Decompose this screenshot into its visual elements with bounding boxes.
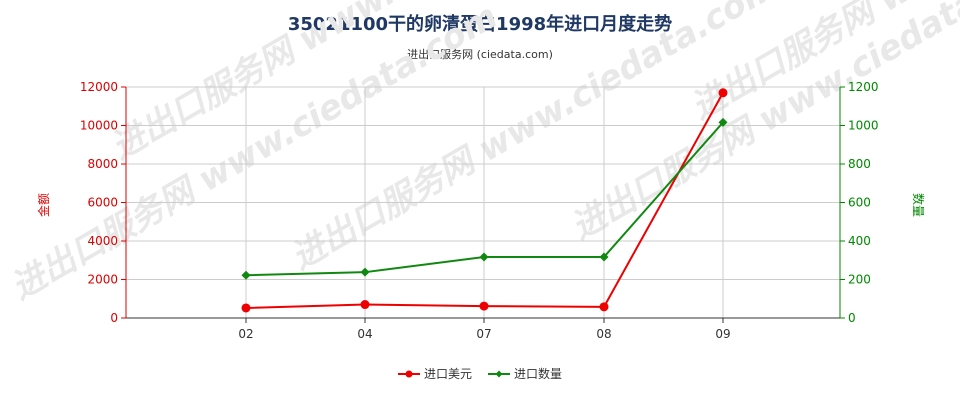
y-tick-right-label: 1200: [848, 80, 879, 94]
y-tick-right-label: 1000: [848, 119, 879, 133]
y-tick-left-label: 12000: [80, 80, 118, 94]
x-tick-label: 04: [357, 327, 372, 341]
y-axis-right-title: 数量: [911, 193, 926, 217]
x-tick-label: 02: [238, 327, 253, 341]
y-tick-right-label: 200: [848, 273, 871, 287]
data-point: [599, 252, 609, 262]
legend-item: 进口数量: [488, 366, 562, 381]
data-point: [360, 267, 370, 277]
data-point: [718, 88, 728, 98]
y-tick-left-label: 6000: [87, 196, 118, 210]
y-tick-left-label: 0: [110, 311, 118, 325]
y-tick-right-label: 800: [848, 157, 871, 171]
y-tick-left-label: 8000: [87, 157, 118, 171]
y-tick-right-label: 0: [848, 311, 856, 325]
legend: 进口美元 进口数量: [398, 366, 562, 381]
data-point: [718, 117, 728, 127]
legend-marker: [405, 370, 413, 378]
data-point: [479, 252, 489, 262]
series-2: [241, 117, 728, 280]
y-axis-left-title: 金额: [36, 193, 51, 217]
x-tick-label: 07: [476, 327, 491, 341]
axes: 0 2000 4000 6000 8000 10000 12000 0 200 400 600 800…: [36, 80, 926, 341]
legend-marker: [495, 370, 503, 378]
chart-subtitle: 进出口服务网 (ciedata.com): [407, 48, 553, 61]
x-tick-label: 08: [596, 327, 611, 341]
series: [241, 88, 728, 313]
watermark-text: 进出口服务网 www.ciedata.com: [565, 0, 960, 248]
data-point: [241, 270, 251, 280]
y-tick-left-label: 10000: [80, 119, 118, 133]
y-tick-left-label: 4000: [87, 234, 118, 248]
series-1: [241, 88, 728, 313]
x-tick-label: 09: [715, 327, 730, 341]
legend-label: 进口数量: [514, 366, 562, 381]
y-tick-right-label: 400: [848, 234, 871, 248]
legend-label: 进口美元: [424, 367, 472, 381]
data-point: [241, 303, 251, 313]
legend-item: 进口美元: [398, 367, 472, 381]
data-point: [360, 300, 370, 310]
data-point: [479, 301, 489, 311]
data-point: [599, 302, 609, 312]
y-tick-right-label: 600: [848, 196, 871, 210]
chart-title: 35021100干的卵清蛋白1998年进口月度走势: [287, 14, 673, 35]
y-tick-left-label: 2000: [87, 273, 118, 287]
